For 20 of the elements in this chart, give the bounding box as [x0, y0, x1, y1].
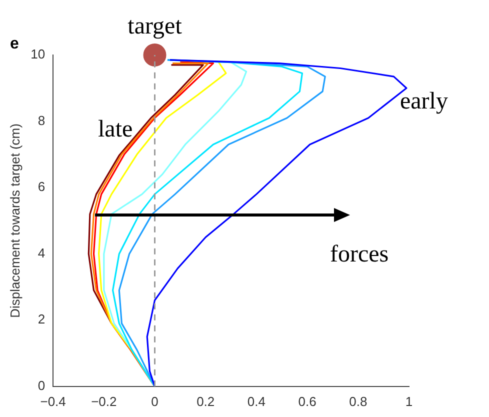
annotation: early: [400, 88, 448, 114]
annotation: forces: [330, 241, 389, 268]
y-tick-label: 0: [38, 378, 46, 393]
x-tick-label: 0: [151, 394, 158, 409]
y-tick-label: 4: [38, 245, 46, 260]
y-tick-label: 8: [38, 112, 46, 128]
y-tick-label: 10: [30, 46, 46, 62]
x-tick-label: 0.6: [298, 394, 316, 409]
annotation: target: [128, 13, 182, 40]
x-tick-label: 1: [405, 394, 413, 409]
x-tick-label: −0.4: [40, 394, 66, 409]
x-tick-label: 0.8: [349, 394, 368, 409]
x-tick-label: −0.2: [91, 394, 117, 409]
y-axis-title: Displacement towards target (cm): [7, 124, 22, 318]
y-tick-label: 2: [38, 312, 46, 327]
chart-title: e: [10, 35, 19, 52]
x-tick-label: 0.2: [196, 394, 215, 409]
annotation: late: [98, 116, 133, 142]
y-tick-label: 6: [38, 179, 46, 194]
x-tick-label: 0.4: [247, 394, 266, 409]
